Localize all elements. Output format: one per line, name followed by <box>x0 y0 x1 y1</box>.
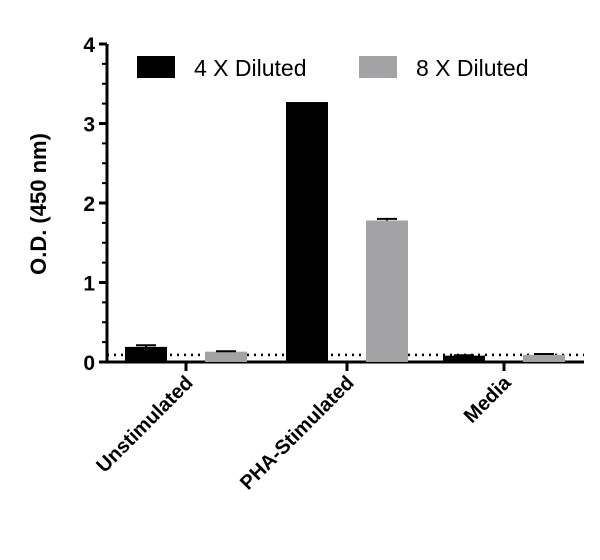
bar-unstimulated-series-1 <box>125 346 167 362</box>
y-tick-label: 1 <box>83 273 95 296</box>
y-axis-label: O.D. (450 nm) <box>26 133 51 275</box>
y-tick-label: 4 <box>83 34 95 57</box>
bars-group <box>125 102 565 362</box>
bar-pha-stimulated-series-2 <box>366 220 408 362</box>
legend-swatch-4x-diluted <box>137 56 175 78</box>
y-tick-label: 2 <box>83 193 95 216</box>
x-category-label: Media <box>460 371 516 427</box>
legend: 4 X Diluted 8 X Diluted <box>137 55 529 81</box>
legend-label-8x-diluted: 8 X Diluted <box>416 55 529 81</box>
x-axis-categories: Unstimulated PHA-Stimulated Media <box>92 362 516 494</box>
bar-media-series-2 <box>523 354 565 362</box>
bar-pha-stimulated-series-1 <box>286 102 328 362</box>
x-category-label: PHA-Stimulated <box>236 372 358 494</box>
y-axis-ticks: 0 1 2 3 4 <box>83 34 107 375</box>
y-tick-label: 0 <box>83 352 95 375</box>
bar-media-series-1 <box>443 355 485 362</box>
legend-swatch-8x-diluted <box>359 56 397 78</box>
legend-label-4x-diluted: 4 X Diluted <box>194 55 307 81</box>
bar-unstimulated-series-2 <box>205 351 247 362</box>
y-tick-label: 3 <box>83 114 95 137</box>
x-category-label: Unstimulated <box>92 372 197 477</box>
